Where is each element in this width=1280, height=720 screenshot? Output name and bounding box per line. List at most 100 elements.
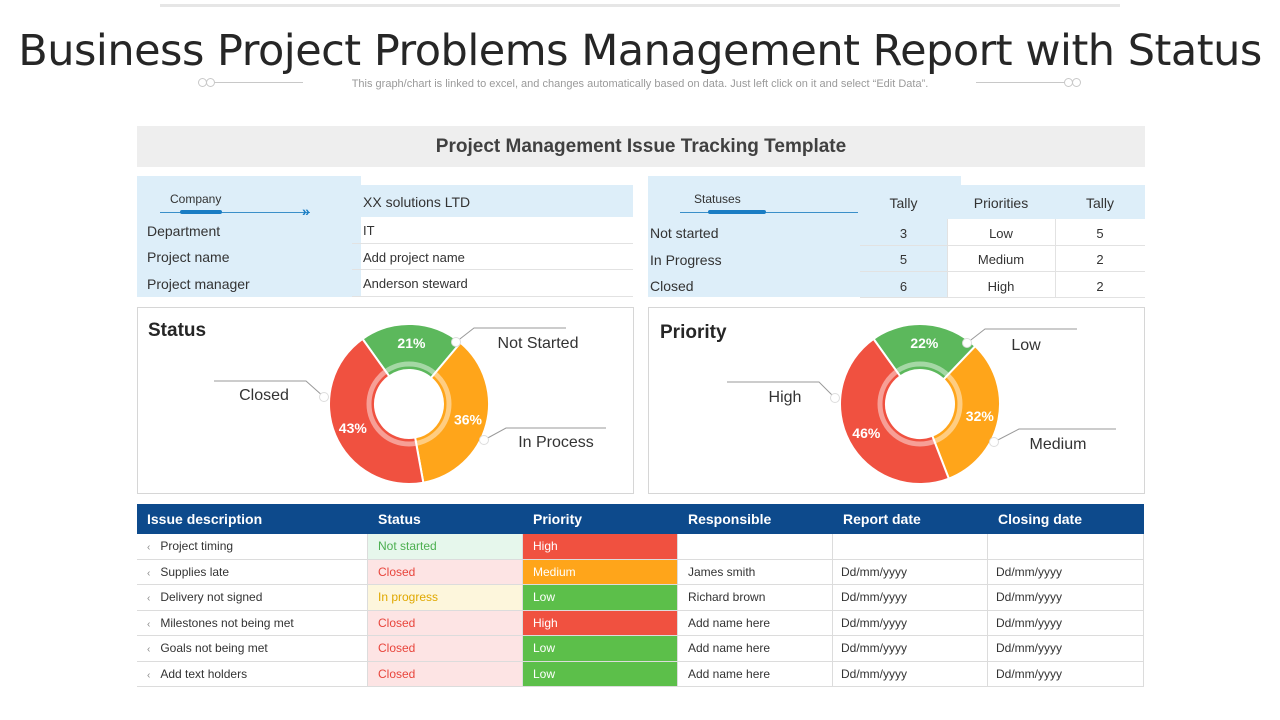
donut-slice-medium	[930, 344, 1001, 480]
issue-description-text: Project timing	[160, 539, 234, 553]
bullet-icon: ‹	[147, 593, 151, 604]
bullet-icon: ‹	[147, 644, 151, 655]
cell-responsible: Add name here	[678, 636, 833, 661]
status-row-label: In Progress	[650, 252, 722, 268]
status-row-label: Closed	[650, 278, 694, 294]
subtitle-deco-left	[205, 82, 303, 83]
category-label: High	[769, 389, 802, 406]
cell-responsible	[678, 534, 833, 559]
cell-priority: Low	[523, 585, 678, 610]
cell-priority: Low	[523, 661, 678, 686]
issue-description-text: Delivery not signed	[160, 590, 263, 604]
priority-tally-header: Tally	[1085, 195, 1114, 211]
cell-status: In progress	[368, 585, 523, 610]
slice-value-label: 46%	[852, 425, 881, 441]
cell-status: Not started	[368, 534, 523, 559]
leader-line	[483, 427, 606, 441]
slice-value-label: 22%	[910, 335, 939, 351]
status-tally-value: 3	[899, 226, 908, 241]
col-header: Issue description	[147, 511, 263, 527]
project-name-label: Project name	[147, 249, 230, 265]
cell-closing: Dd/mm/yyyy	[988, 610, 1144, 635]
donut-slice-in-process	[413, 341, 490, 484]
leader-line	[455, 327, 566, 343]
leader-dot	[989, 437, 999, 447]
department-label: Department	[147, 223, 221, 239]
col-header: Priority	[533, 511, 583, 527]
issue-description: ‹ Supplies late	[137, 559, 368, 584]
cell-report: Dd/mm/yyyy	[833, 610, 988, 635]
bullet-icon: ‹	[147, 618, 151, 630]
col-header: Closing date	[998, 511, 1083, 527]
cell-closing: Dd/mm/yyyy	[988, 636, 1144, 661]
donut-slice-low	[872, 323, 977, 381]
col-header: Status	[378, 511, 421, 527]
category-label: In Process	[518, 434, 594, 451]
priorities-header: Priorities	[973, 195, 1029, 211]
info-label-column	[137, 176, 361, 297]
subtitle-deco-left-ring2	[206, 78, 215, 87]
issue-description: ‹ Project timing	[137, 534, 368, 559]
bullet-icon: ‹	[147, 542, 151, 553]
issue-description: ‹ Goals not being met	[137, 636, 368, 661]
issues-table: Issue description Status Priority Respon…	[137, 504, 1144, 687]
page-subtitle: This graph/chart is linked to excel, and…	[351, 78, 929, 90]
statuses-underline-accent	[708, 210, 766, 214]
cell-report: Dd/mm/yyyy	[833, 661, 988, 686]
project-manager-value: Anderson steward	[363, 276, 468, 291]
donut-inner-ring	[877, 361, 963, 447]
cell-report: Dd/mm/yyyy	[833, 585, 988, 610]
company-label: Company	[170, 192, 222, 206]
bullet-icon: ‹	[147, 669, 151, 681]
cell-status: Closed	[368, 610, 523, 635]
leader-dot	[962, 338, 972, 348]
project-manager-label: Project manager	[147, 276, 250, 292]
cell-priority: Low	[523, 636, 678, 661]
cell-closing	[988, 534, 1144, 559]
leader-dot	[451, 337, 461, 347]
issue-description: ‹ Delivery not signed	[137, 585, 368, 610]
cell-priority: High	[523, 534, 678, 559]
issue-description: ‹ Milestones not being met	[137, 610, 368, 635]
subtitle-deco-right-ring2	[1072, 78, 1081, 87]
top-rule	[160, 4, 1120, 7]
leader-line	[214, 380, 325, 398]
category-label: Closed	[239, 387, 289, 404]
slice-value-label: 43%	[339, 420, 368, 436]
issue-description-text: Supplies late	[160, 564, 230, 579]
info-divider	[352, 269, 633, 270]
project-name-value: Add project name	[363, 250, 465, 265]
tally-vdivider	[1055, 219, 1056, 297]
slice-value-label: 32%	[966, 408, 995, 424]
status-row-label: Not started	[650, 225, 719, 241]
col-header: Responsible	[688, 511, 772, 527]
priority-tally-value: 2	[1096, 279, 1104, 294]
leader-line	[727, 381, 836, 399]
priority-row-label: High	[987, 279, 1015, 294]
table-row: ‹ Project timing Not started High	[137, 534, 1144, 560]
department-value: IT	[363, 223, 375, 238]
priority-row-label: Low	[989, 226, 1013, 241]
tally-divider	[860, 245, 1145, 246]
cell-status: Closed	[368, 661, 523, 686]
leader-line	[993, 428, 1116, 443]
statuses-label: Statuses	[694, 192, 741, 206]
double-chevron-icon: »	[302, 203, 310, 219]
category-label: Not Started	[498, 335, 579, 352]
issues-table-body: ‹ Project timing Not started High ‹ Supplies …	[137, 534, 1144, 687]
cell-closing: Dd/mm/yyyy	[988, 661, 1144, 686]
table-row: ‹ Delivery not signed In progress Low Richar…	[137, 585, 1144, 611]
issue-description-text: Goals not being met	[160, 641, 268, 655]
donut-slice-high	[839, 337, 951, 485]
cell-closing: Dd/mm/yyyy	[988, 585, 1144, 610]
company-value: XX solutions LTD	[363, 194, 471, 210]
company-underline-accent	[180, 210, 222, 214]
issue-description-text: Milestones not being met	[160, 615, 294, 630]
category-label: Low	[1011, 337, 1041, 354]
priority-row-label: Medium	[977, 252, 1025, 267]
cell-status: Closed	[368, 559, 523, 584]
page-title: Business Project Problems Management Rep…	[18, 26, 1262, 76]
status-tally-header: Tally	[889, 195, 918, 211]
cell-closing: Dd/mm/yyyy	[988, 559, 1144, 584]
leader-dot	[830, 393, 840, 403]
